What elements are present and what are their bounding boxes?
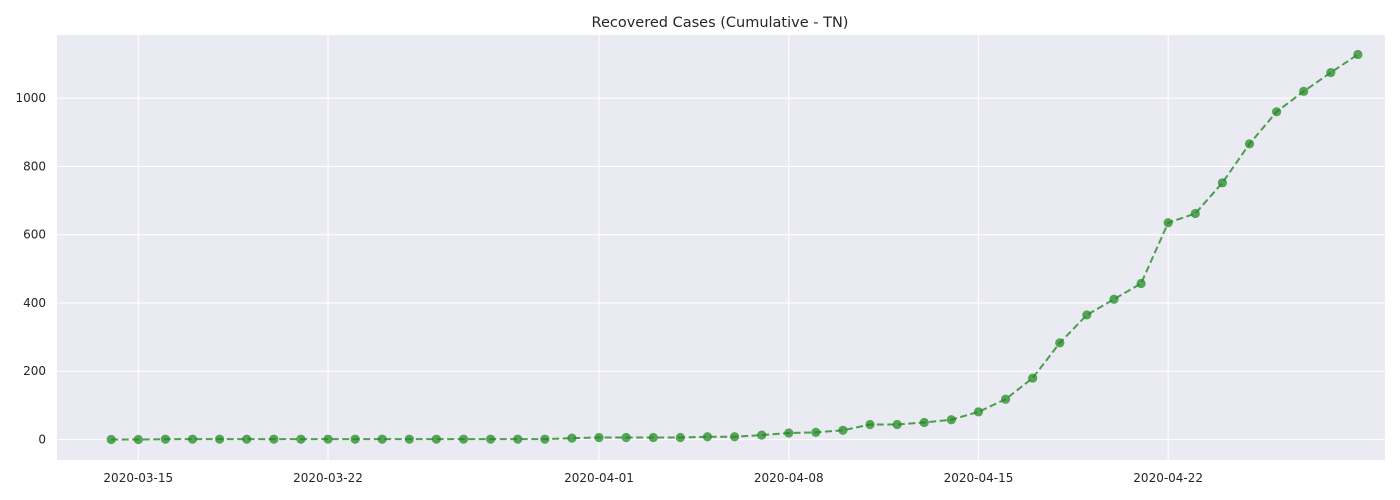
data-point [540,434,550,444]
x-tick-label: 2020-04-15 [944,471,1014,485]
data-point [323,434,333,444]
data-point [1217,178,1227,188]
data-point [892,419,902,430]
data-point [567,433,577,443]
data-point [702,432,713,442]
x-tick-label: 2020-04-08 [754,471,824,485]
data-point [1082,310,1092,320]
plot-area [57,35,1385,460]
y-tick-label: 0 [38,433,46,447]
data-point [1163,218,1173,228]
y-tick-label: 800 [23,159,46,173]
data-point [1353,49,1363,60]
data-point [757,430,767,440]
data-point [242,434,252,444]
data-point [1000,394,1011,404]
data-point [269,434,279,444]
data-point [350,434,360,444]
data-point [1109,294,1119,304]
data-point [1055,338,1065,348]
x-tick-label: 2020-04-22 [1133,471,1203,485]
data-point [431,434,442,444]
data-point [1244,139,1255,149]
data-point [729,432,740,442]
data-point [1190,208,1200,219]
data-point [133,434,143,445]
x-tick-label: 2020-03-15 [103,471,173,485]
data-point [160,434,171,444]
data-point [486,434,496,444]
data-point [106,434,116,445]
x-tick-label: 2020-03-22 [293,471,363,485]
data-point [1028,373,1038,383]
data-point [215,434,225,444]
y-tick-label: 1000 [15,91,46,105]
data-point [838,425,848,435]
data-point [811,427,821,437]
data-point [404,434,414,444]
data-point [648,432,658,443]
y-tick-label: 200 [23,364,46,378]
data-point [675,432,685,443]
y-tick-label: 600 [23,228,46,242]
data-point [377,434,387,444]
data-point [1326,67,1336,78]
data-point [1136,278,1146,289]
data-point [946,415,956,425]
data-point [594,432,604,443]
data-point [296,434,306,444]
data-point [865,419,875,430]
data-point [1299,86,1309,96]
data-point [621,432,631,443]
data-point [458,434,469,444]
data-point [784,428,794,438]
y-tick-label: 400 [23,296,46,310]
data-point [513,434,523,444]
data-point [919,417,929,428]
x-tick-label: 2020-04-01 [564,471,634,485]
data-point [1271,107,1282,117]
chart-title: Recovered Cases (Cumulative - TN) [592,15,849,31]
data-point [973,407,984,417]
data-point [187,434,198,444]
